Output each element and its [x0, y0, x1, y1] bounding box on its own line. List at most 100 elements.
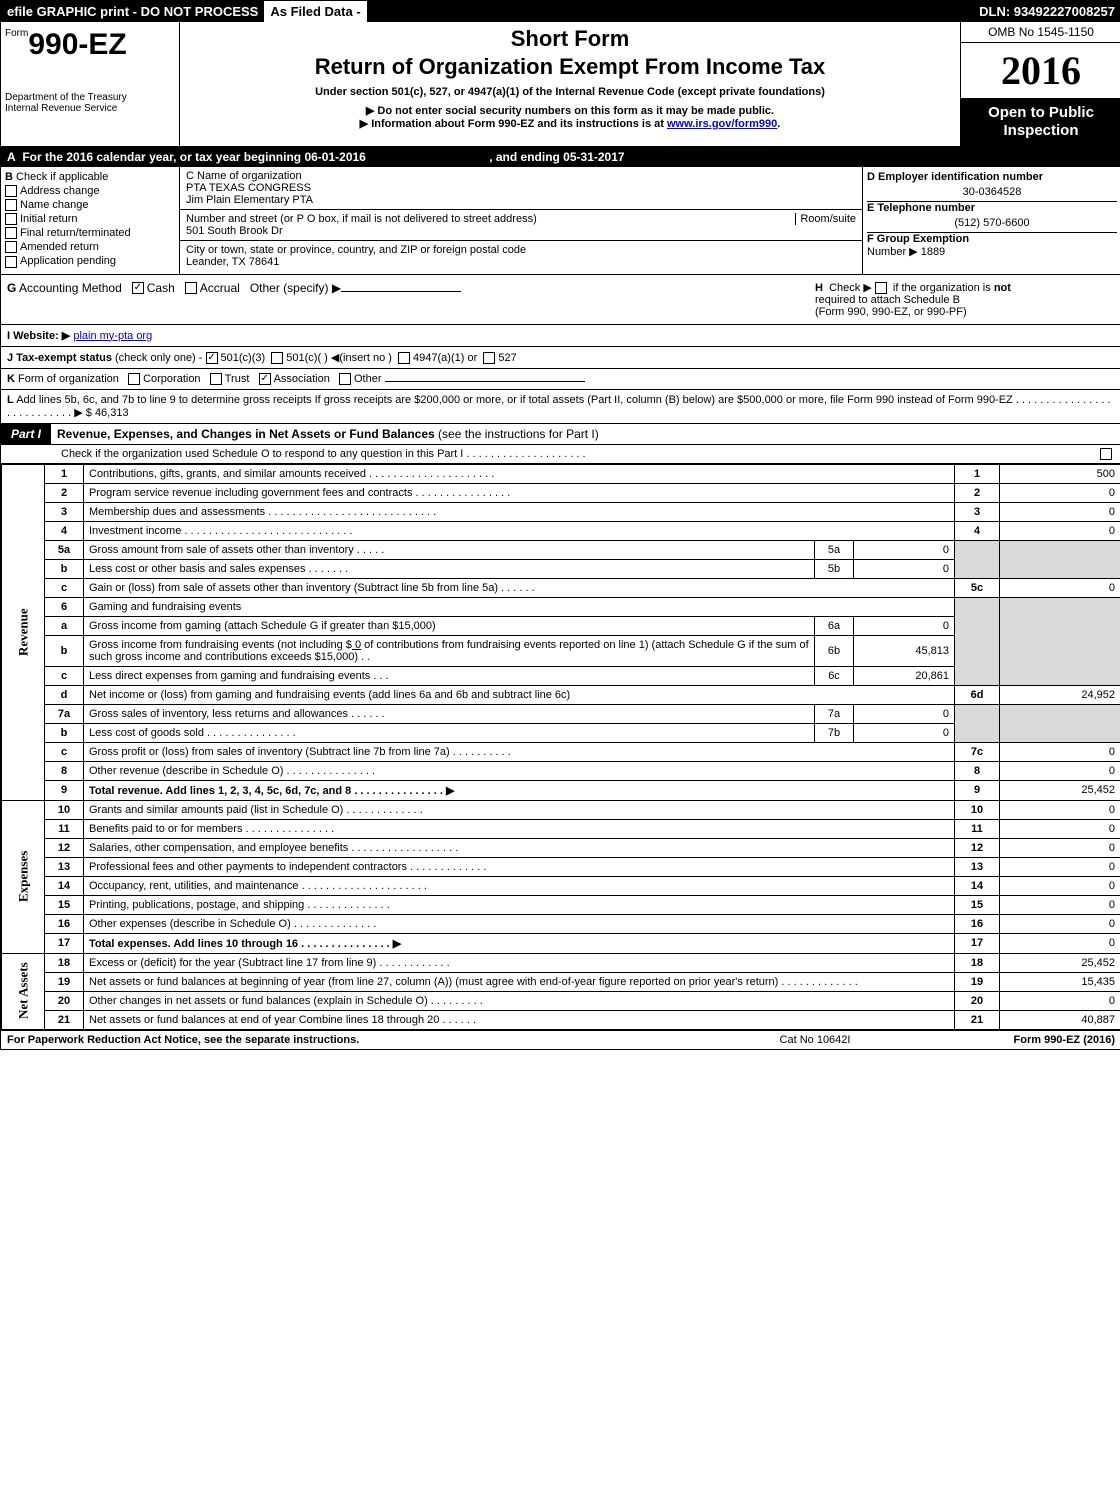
cb-initial-return[interactable] — [5, 213, 17, 225]
open-public-2: Inspection — [967, 122, 1115, 140]
l18-desc: Excess or (deficit) for the year (Subtra… — [84, 953, 955, 972]
l-text: Add lines 5b, 6c, and 7b to line 9 to de… — [7, 394, 1111, 419]
i-website[interactable]: plain my-pta org — [73, 330, 152, 342]
lbl-other: Other (specify) ▶ — [250, 281, 341, 295]
l2-box: 2 — [955, 483, 1000, 502]
cb-k-other[interactable] — [339, 373, 351, 385]
l13-no: 13 — [45, 857, 84, 876]
cb-501c[interactable] — [271, 352, 283, 364]
c-org-2: Jim Plain Elementary PTA — [186, 194, 856, 206]
cb-h[interactable] — [875, 282, 887, 294]
lbl-k-other: Other — [354, 373, 382, 385]
l4-amt: 0 — [1000, 521, 1120, 540]
box-def: D Employer identification number 30-0364… — [863, 167, 1120, 274]
l6b-subamt: 45,813 — [854, 635, 955, 666]
form-990ez-page: efile GRAPHIC print - DO NOT PROCESS As … — [0, 0, 1120, 1050]
l8-amt: 0 — [1000, 761, 1120, 780]
cb-amended-return[interactable] — [5, 241, 17, 253]
cb-accrual[interactable] — [185, 282, 197, 294]
l17-amt: 0 — [1000, 933, 1120, 953]
row-l: L Add lines 5b, 6c, and 7b to line 9 to … — [1, 390, 1120, 424]
l19-amt: 15,435 — [1000, 972, 1120, 991]
l5b-sub: 5b — [815, 559, 854, 578]
l15-amt: 0 — [1000, 895, 1120, 914]
l10-box: 10 — [955, 800, 1000, 819]
form-box: Form990-EZ Department of the Treasury In… — [1, 22, 180, 146]
cb-501c3[interactable] — [206, 352, 218, 364]
lbl-amended-return: Amended return — [20, 241, 99, 253]
l15-no: 15 — [45, 895, 84, 914]
l6b-desc1val: 0 — [352, 639, 361, 651]
l-label: L — [7, 394, 14, 406]
part-i-sub-text: Check if the organization used Schedule … — [61, 448, 586, 460]
l8-desc: Other revenue (describe in Schedule O) .… — [84, 761, 955, 780]
other-input[interactable] — [341, 291, 461, 292]
cb-final-return[interactable] — [5, 227, 17, 239]
l3-no: 3 — [45, 502, 84, 521]
part-i-label: Part I — [1, 424, 51, 444]
cb-4947[interactable] — [398, 352, 410, 364]
h-text1: Check ▶ — [829, 282, 872, 294]
l6a-subamt: 0 — [854, 616, 955, 635]
cb-name-change[interactable] — [5, 199, 17, 211]
instr-link[interactable]: www.irs.gov/form990 — [667, 118, 777, 130]
shaded-5 — [955, 540, 1000, 578]
l10-no: 10 — [45, 800, 84, 819]
l6b-desc: Gross income from fundraising events (no… — [84, 635, 815, 666]
l2-desc: Program service revenue including govern… — [84, 483, 955, 502]
l9-box: 9 — [955, 780, 1000, 800]
open-public: Open to Public Inspection — [961, 98, 1120, 146]
l2-no: 2 — [45, 483, 84, 502]
cb-application-pending[interactable] — [5, 256, 17, 268]
part-i-title: Revenue, Expenses, and Changes in Net As… — [57, 427, 435, 441]
cb-address-change[interactable] — [5, 185, 17, 197]
l21-no: 21 — [45, 1010, 84, 1029]
l6-no: 6 — [45, 597, 84, 616]
l5c-amt: 0 — [1000, 578, 1120, 597]
row-a-label: A — [7, 150, 16, 164]
cb-corp[interactable] — [128, 373, 140, 385]
section-bcd: B Check if applicable Address change Nam… — [1, 167, 1120, 275]
lbl-trust: Trust — [225, 373, 250, 385]
l11-amt: 0 — [1000, 819, 1120, 838]
l13-box: 13 — [955, 857, 1000, 876]
l16-box: 16 — [955, 914, 1000, 933]
c-org-1: PTA TEXAS CONGRESS — [186, 182, 856, 194]
efile-label: efile GRAPHIC print - DO NOT PROCESS — [1, 1, 264, 22]
cb-527[interactable] — [483, 352, 495, 364]
l7b-desc: Less cost of goods sold . . . . . . . . … — [84, 723, 815, 742]
e-tel: (512) 570-6600 — [867, 214, 1117, 233]
l7b-no: b — [45, 723, 84, 742]
cb-assoc[interactable] — [259, 373, 271, 385]
row-g: G Accounting Method Cash Accrual Other (… — [1, 275, 1120, 325]
l7c-box: 7c — [955, 742, 1000, 761]
d-ein-label: D Employer identification number — [867, 171, 1117, 183]
box-b-lead: Check if applicable — [16, 171, 108, 183]
l19-desc: Net assets or fund balances at beginning… — [84, 972, 955, 991]
lbl-initial-return: Initial return — [20, 213, 77, 225]
l6a-sub: 6a — [815, 616, 854, 635]
l7a-sub: 7a — [815, 704, 854, 723]
lbl-application-pending: Application pending — [20, 255, 116, 267]
cb-part-i[interactable] — [1100, 448, 1112, 460]
l18-box: 18 — [955, 953, 1000, 972]
lbl-501c: 501(c)( ) ◀(insert no ) — [286, 352, 392, 364]
c-room-label: Room/suite — [795, 213, 856, 225]
l6c-subamt: 20,861 — [854, 666, 955, 685]
l14-no: 14 — [45, 876, 84, 895]
l4-box: 4 — [955, 521, 1000, 540]
l7c-amt: 0 — [1000, 742, 1120, 761]
l7b-subamt: 0 — [854, 723, 955, 742]
l2-amt: 0 — [1000, 483, 1120, 502]
l17-no: 17 — [45, 933, 84, 953]
l7b-sub: 7b — [815, 723, 854, 742]
l8-no: 8 — [45, 761, 84, 780]
l6a-desc: Gross income from gaming (attach Schedul… — [84, 616, 815, 635]
cb-cash[interactable] — [132, 282, 144, 294]
row-k: K Form of organization Corporation Trust… — [1, 369, 1120, 390]
k-other-input[interactable] — [385, 381, 585, 382]
lbl-501c3: 501(c)(3) — [221, 352, 266, 364]
l-amount: 46,313 — [95, 407, 129, 419]
cb-trust[interactable] — [210, 373, 222, 385]
j-label: J Tax-exempt status — [7, 352, 112, 364]
